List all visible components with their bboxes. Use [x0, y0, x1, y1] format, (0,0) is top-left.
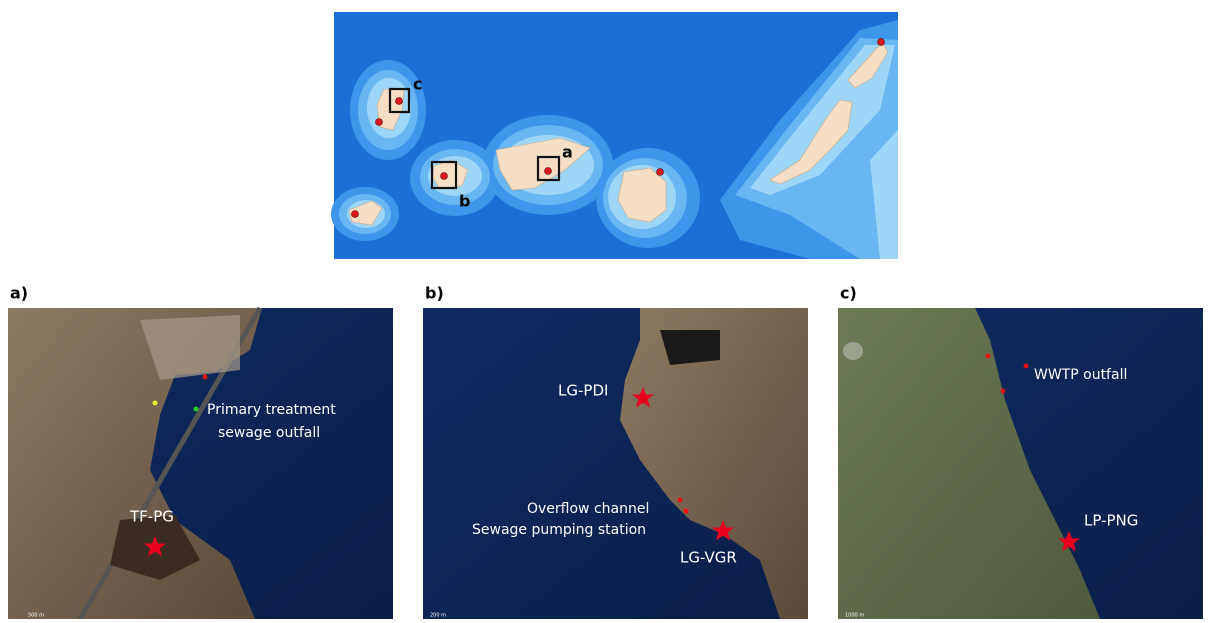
- box-label: a: [562, 143, 573, 162]
- annotation: Primary treatment: [207, 402, 336, 418]
- panel-label: b): [425, 284, 444, 303]
- panel-label: a): [10, 284, 28, 303]
- box-label: c: [413, 75, 422, 94]
- box-label: b: [459, 192, 470, 211]
- annotation: Overflow channel: [527, 501, 649, 517]
- site-label: LP-PNG: [1084, 512, 1138, 530]
- site-label: LG-VGR: [680, 549, 737, 567]
- scale-label: 500 m: [28, 613, 44, 619]
- panel-a: a) TF-PG Primary treatment sewage outfal…: [8, 284, 393, 620]
- annotation: sewage outfall: [218, 425, 320, 441]
- annotation: Sewage pumping station: [472, 522, 646, 538]
- scale-label: 200 m: [430, 613, 446, 619]
- scale-label: 1000 m: [845, 613, 864, 619]
- panel-c: c) WWTP outfall LP-PNG 1000 m: [838, 284, 1203, 620]
- overview-map: c a b: [331, 12, 898, 259]
- figure: c a b a) TF-PG Primary treatment sewage …: [0, 0, 1210, 619]
- site-label: LG-PDI: [558, 382, 608, 400]
- site-label: TF-PG: [129, 508, 174, 526]
- annotation: WWTP outfall: [1034, 367, 1127, 383]
- panel-label: c): [840, 284, 857, 303]
- panel-b: b) LG-PDI LG-VGR Overflow channel Sewage…: [423, 284, 808, 620]
